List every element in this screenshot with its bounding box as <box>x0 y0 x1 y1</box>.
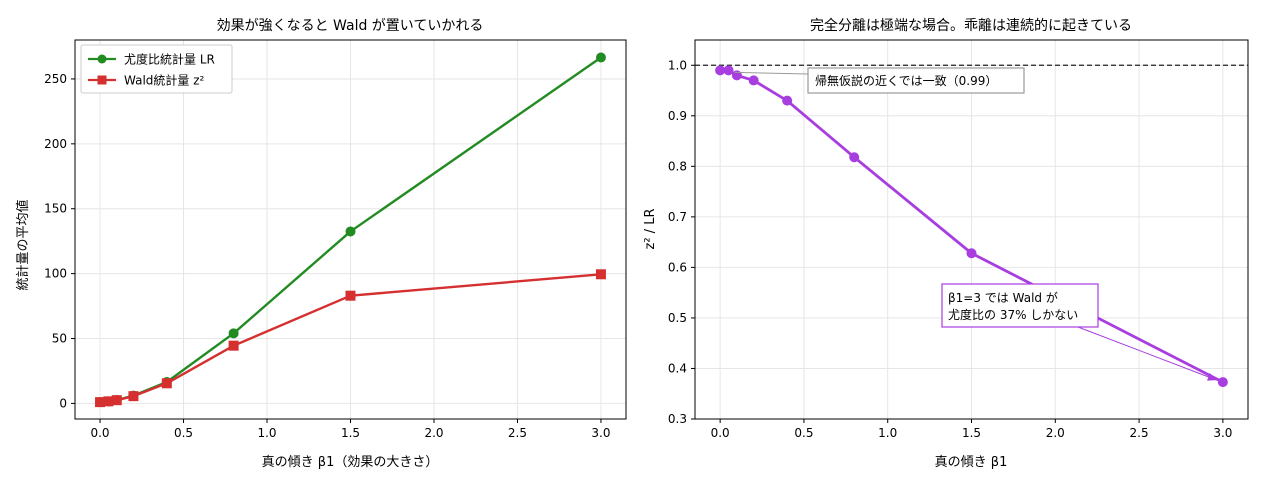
x-tick-label: 2.0 <box>424 426 443 440</box>
y-tick-label: 0.8 <box>668 159 687 173</box>
data-point-circle <box>748 75 759 86</box>
x-tick-label: 0.0 <box>711 426 730 440</box>
annotation-beta3-line-2: 尤度比の 37% しかない <box>948 307 1078 322</box>
legend-marker-lr <box>97 54 107 64</box>
left-chart-y-label: 統計量の平均値 <box>15 199 31 290</box>
x-tick-label: 0.0 <box>90 426 109 440</box>
right-chart-y-label: z² / LR <box>643 209 658 250</box>
data-point-square <box>345 290 356 301</box>
right-chart-title: 完全分離は極端な場合。乖離は連続的に起きている <box>810 17 1132 34</box>
annotation-near-null-arrow <box>734 71 809 75</box>
right-chart-y-ticks: 0.3 0.4 0.5 0.6 0.7 0.8 0.9 1.0 <box>668 58 695 426</box>
y-tick-label: 0 <box>59 396 67 410</box>
left-chart-x-label: 真の傾き β1（効果の大きさ） <box>262 455 439 470</box>
x-tick-label: 0.5 <box>794 426 813 440</box>
data-point-circle <box>966 248 977 259</box>
x-tick-label: 0.5 <box>174 426 193 440</box>
data-point-square <box>103 396 114 407</box>
left-chart-title: 効果が強くなると Wald が置いていかれる <box>217 18 484 34</box>
legend-box <box>80 44 233 94</box>
data-point-square <box>95 397 106 408</box>
data-point-circle <box>345 226 356 237</box>
right-chart-x-ticks: 0.0 0.5 1.0 1.5 2.0 2.5 3.0 <box>711 419 1232 440</box>
y-tick-label: 200 <box>44 137 67 151</box>
x-tick-label: 2.5 <box>1130 426 1149 440</box>
data-point-circle <box>782 95 793 106</box>
left-chart-plot-frame <box>74 39 627 420</box>
data-point-circle <box>723 65 734 76</box>
data-point-square <box>228 340 239 351</box>
left-chart-series <box>95 52 606 408</box>
x-tick-label: 3.0 <box>591 426 610 440</box>
y-tick-label: 0.6 <box>668 260 687 274</box>
y-tick-label: 50 <box>52 332 67 346</box>
right-chart: 完全分離は極端な場合。乖離は連続的に起きている 0.0 0.5 1.0 1.5 2.0 2… <box>643 17 1249 470</box>
y-tick-label: 150 <box>44 202 67 216</box>
left-chart-y-ticks: 0 50 100 150 200 250 <box>44 72 75 410</box>
right-chart-plot-frame <box>694 39 1249 420</box>
annotation-beta3-arrow <box>1077 326 1218 381</box>
legend-label-wald: Wald統計量 z² <box>124 73 205 88</box>
left-chart-grid <box>75 40 626 419</box>
y-tick-label: 0.9 <box>668 109 687 123</box>
data-point-square <box>111 395 122 406</box>
left-chart-x-ticks: 0.0 0.5 1.0 1.5 2.0 2.5 3.0 <box>90 419 611 440</box>
legend-label-lr: 尤度比統計量 LR <box>124 52 215 67</box>
data-point-circle <box>595 52 606 63</box>
data-point-square <box>595 269 606 280</box>
data-point-circle <box>228 328 239 339</box>
data-point-square <box>161 378 172 389</box>
data-point-circle <box>731 70 742 81</box>
legend-marker-wald <box>97 75 107 85</box>
right-chart-series <box>715 65 1228 388</box>
y-tick-label: 0.3 <box>668 412 687 426</box>
annotation-near-null-text: 帰無仮説の近くでは一致（0.99） <box>815 73 997 88</box>
annotation-beta3-line-1: β1=3 では Wald が <box>948 290 1058 305</box>
annotation-beta3-box <box>941 283 1099 328</box>
annotation-near-null: 帰無仮説の近くでは一致（0.99） <box>734 67 1025 94</box>
y-tick-label: 250 <box>44 72 67 86</box>
y-tick-label: 0.5 <box>668 311 687 325</box>
x-tick-label: 1.5 <box>962 426 981 440</box>
data-point-circle <box>715 65 726 76</box>
x-tick-label: 2.5 <box>508 426 527 440</box>
left-chart: 効果が強くなると Wald が置いていかれる 0.0 0.5 1.0 1.5 2.0 2.… <box>15 18 627 470</box>
right-chart-x-label: 真の傾き β1 <box>935 455 1008 470</box>
y-tick-label: 100 <box>44 267 67 281</box>
annotation-beta3-arrowhead <box>1207 373 1217 381</box>
left-chart-legend: 尤度比統計量 LR Wald統計量 z² <box>80 44 233 94</box>
data-point-circle <box>849 152 860 163</box>
y-tick-label: 0.7 <box>668 210 687 224</box>
x-tick-label: 1.0 <box>257 426 276 440</box>
x-tick-label: 2.0 <box>1046 426 1065 440</box>
y-tick-label: 1.0 <box>668 58 687 72</box>
x-tick-label: 3.0 <box>1213 426 1232 440</box>
y-tick-label: 0.4 <box>668 361 687 375</box>
x-tick-label: 1.5 <box>341 426 360 440</box>
data-point-square <box>128 391 139 402</box>
annotation-near-null-box <box>807 67 1025 94</box>
annotation-beta3: β1=3 では Wald が 尤度比の 37% しかない <box>941 283 1218 381</box>
x-tick-label: 1.0 <box>878 426 897 440</box>
right-chart-grid <box>695 40 1248 420</box>
data-point-circle <box>1217 377 1228 388</box>
